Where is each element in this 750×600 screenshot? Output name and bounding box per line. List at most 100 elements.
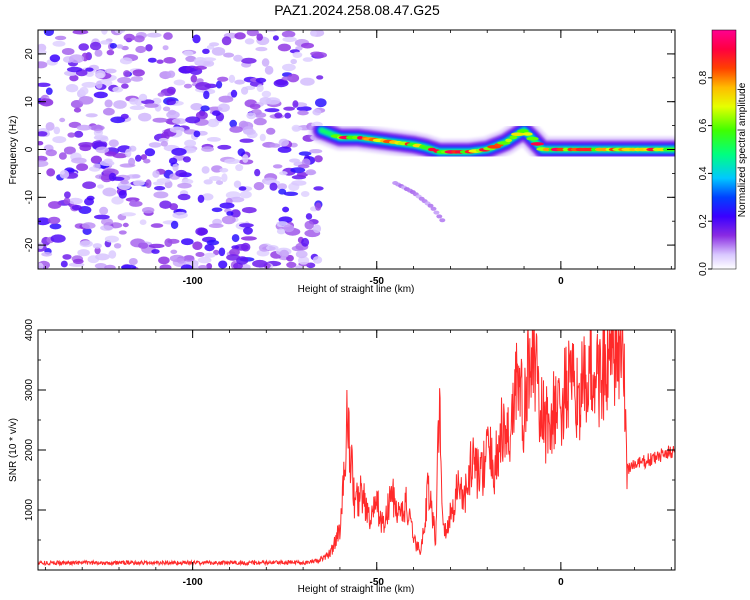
noise-blob xyxy=(81,81,98,88)
noise-blob xyxy=(301,42,314,49)
noise-blob xyxy=(172,163,179,172)
noise-blob xyxy=(241,86,249,95)
noise-blob xyxy=(180,264,193,269)
ridge-hotspot xyxy=(517,129,529,133)
noise-blob xyxy=(89,124,105,131)
noise-blob xyxy=(282,206,290,213)
noise-blob xyxy=(109,43,117,49)
noise-blob xyxy=(102,187,117,197)
noise-blob xyxy=(154,186,166,191)
noise-blob xyxy=(242,154,249,163)
noise-blob xyxy=(139,219,147,225)
noise-blob xyxy=(295,250,308,259)
ridge-hotspot xyxy=(509,135,518,140)
spectrogram-spur xyxy=(392,181,446,223)
noise-blob xyxy=(240,236,257,241)
noise-blob xyxy=(104,264,116,269)
noise-blob xyxy=(206,263,213,269)
noise-blob xyxy=(145,179,152,189)
colorbar-label: Normalized spectral amplitude xyxy=(737,82,748,217)
noise-blob xyxy=(237,148,245,157)
snr-y-tick-label: 3000 xyxy=(24,378,35,401)
noise-blob xyxy=(291,180,307,186)
noise-blob xyxy=(281,76,293,81)
noise-blob xyxy=(144,148,156,157)
noise-blob xyxy=(209,176,222,181)
spectrogram-x-tick-label: -50 xyxy=(370,276,385,287)
noise-blob xyxy=(206,137,221,142)
noise-blob xyxy=(49,54,61,63)
noise-blob xyxy=(38,217,51,226)
noise-blob xyxy=(163,32,173,40)
noise-blob xyxy=(261,58,270,67)
noise-blob xyxy=(292,100,299,108)
noise-blob xyxy=(246,30,259,37)
noise-blob xyxy=(59,169,70,179)
noise-blob xyxy=(74,130,84,138)
noise-blob xyxy=(211,47,226,56)
noise-blob xyxy=(217,103,230,112)
noise-blob xyxy=(201,193,214,201)
noise-blob xyxy=(286,261,297,268)
colorbar-tick-label: 0.4 xyxy=(698,166,709,180)
colorbar: 0.0 0.2 0.4 0.6 0.8 Normalized spectral ampl… xyxy=(698,29,748,276)
noise-blob xyxy=(315,98,327,108)
noise-blob xyxy=(244,38,255,45)
noise-blob xyxy=(196,78,204,84)
noise-blob xyxy=(169,126,185,133)
noise-blob xyxy=(177,182,192,189)
noise-blob xyxy=(282,63,296,72)
noise-blob xyxy=(206,239,220,246)
noise-blob xyxy=(283,191,299,196)
noise-blob xyxy=(38,242,44,250)
spur-blob xyxy=(427,203,434,208)
noise-blob xyxy=(202,48,210,54)
noise-blob xyxy=(204,244,215,252)
spur-blob xyxy=(430,206,437,211)
noise-blob xyxy=(94,263,107,269)
noise-blob xyxy=(305,169,316,176)
noise-blob xyxy=(100,40,111,45)
noise-blob xyxy=(215,180,224,186)
noise-blob xyxy=(67,132,76,138)
noise-blob xyxy=(121,264,137,269)
noise-blob xyxy=(273,79,289,88)
noise-blob xyxy=(81,222,96,230)
noise-blob xyxy=(304,220,314,230)
noise-blob xyxy=(240,190,252,199)
noise-blob xyxy=(71,204,83,211)
noise-blob xyxy=(103,107,115,116)
spectrogram-y-tick-label: -10 xyxy=(24,190,35,205)
noise-blob xyxy=(49,223,62,230)
noise-blob xyxy=(108,139,119,147)
noise-blob xyxy=(300,191,310,197)
spectrogram-x-tick-label: -100 xyxy=(183,276,203,287)
noise-blob xyxy=(239,138,254,143)
noise-blob xyxy=(104,151,117,157)
noise-blob xyxy=(234,79,245,85)
noise-blob xyxy=(243,128,256,135)
snr-x-tick-label: 0 xyxy=(558,577,564,588)
spectrogram-y-axis-label: Frequency (Hz) xyxy=(8,116,19,185)
noise-blob xyxy=(298,256,310,265)
noise-blob xyxy=(241,242,251,252)
noise-blob xyxy=(162,106,171,112)
noise-blob xyxy=(295,265,303,269)
noise-blob xyxy=(281,30,296,38)
noise-blob xyxy=(243,226,253,235)
noise-blob xyxy=(120,180,129,185)
noise-blob xyxy=(286,254,294,262)
noise-blob xyxy=(79,144,92,152)
noise-blob xyxy=(182,156,191,163)
noise-blob xyxy=(170,220,179,229)
noise-blob xyxy=(218,260,228,269)
noise-blob xyxy=(169,203,178,211)
noise-blob xyxy=(197,256,212,264)
noise-blob xyxy=(79,86,89,96)
noise-blob xyxy=(138,93,148,101)
snr-ticks: -100 -50 0 1000 2000 3000 4000 xyxy=(24,318,675,588)
noise-blob xyxy=(212,110,221,116)
noise-blob xyxy=(162,45,169,51)
ridge-hotspot xyxy=(530,142,544,146)
